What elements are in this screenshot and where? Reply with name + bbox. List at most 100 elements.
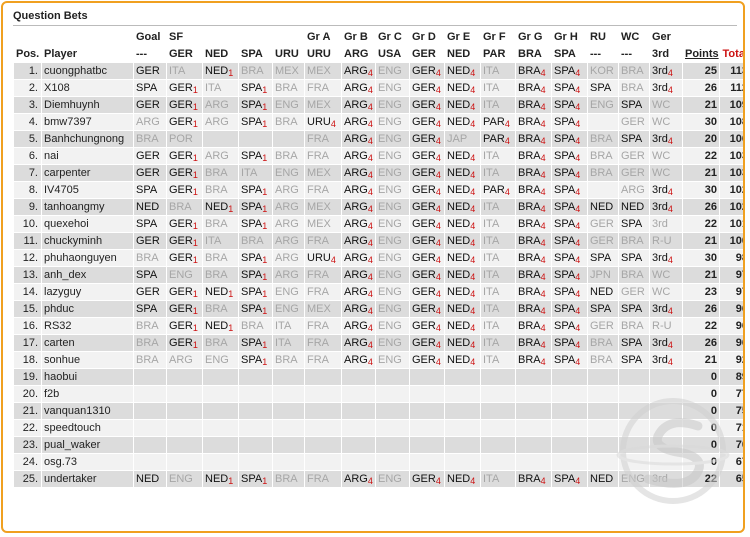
pick-cell: ARG4 xyxy=(342,97,375,113)
pick-value: NED xyxy=(590,200,614,213)
pick-value: WC xyxy=(652,268,671,281)
pick-cell: ENG xyxy=(376,63,409,79)
pick-score: 4 xyxy=(575,237,581,248)
pick-cell: NED4 xyxy=(445,199,480,215)
pick-value: ARG xyxy=(344,81,368,94)
table-row: 1. cuongphatbc GER ITA NED1 BRA MEX MEX ARG4 ENG G… xyxy=(14,63,743,79)
pick-score: 4 xyxy=(367,356,373,367)
pick-value: ARG xyxy=(275,200,299,213)
pick-cell: ENG xyxy=(167,471,202,487)
pick-score: 4 xyxy=(540,101,546,112)
pick-value: ENG xyxy=(590,98,614,111)
pick-cell: GER1 xyxy=(167,335,202,351)
pick-score: 4 xyxy=(504,186,510,197)
pick-value: GER xyxy=(136,166,160,179)
pick-value: BRA xyxy=(621,319,644,332)
pick-cell xyxy=(588,386,618,402)
pick-cell: NED4 xyxy=(445,284,480,300)
column-header-15: --- xyxy=(590,48,601,60)
pick-value: BRA xyxy=(518,217,541,230)
pick-value: NED xyxy=(590,472,614,485)
pick-cell: 3rd4 xyxy=(650,352,682,368)
pick-cell: BRA xyxy=(619,318,649,334)
pick-cell: ARG4 xyxy=(342,165,375,181)
pick-cell: SPA xyxy=(619,250,649,266)
pick-cell: ARG4 xyxy=(342,335,375,351)
pick-score: 4 xyxy=(470,84,476,95)
pick-score: 1 xyxy=(228,288,234,299)
pick-value: BRA xyxy=(518,234,541,247)
pick-cell: 3rd4 xyxy=(650,250,682,266)
pick-cell: SPA xyxy=(134,301,166,317)
pick-cell: GER4 xyxy=(410,97,444,113)
points-sort-link[interactable]: Points xyxy=(685,48,719,60)
pick-cell: 3rd4 xyxy=(650,335,682,351)
pick-cell: SPA4 xyxy=(552,97,587,113)
pick-cell: GER4 xyxy=(410,199,444,215)
pick-cell xyxy=(516,403,551,419)
pick-value: R-U xyxy=(652,234,672,247)
pick-cell: ITA xyxy=(481,352,515,368)
pick-cell: BRA xyxy=(588,148,618,164)
pick-value: MEX xyxy=(307,98,331,111)
column-header-17: 3rd xyxy=(652,48,670,60)
pick-cell: SPA4 xyxy=(552,267,587,283)
pick-value: BRA xyxy=(518,81,541,94)
pick-cell: ENG xyxy=(376,301,409,317)
pick-value: SPA xyxy=(241,302,263,315)
pick-value: GER xyxy=(412,319,436,332)
pick-score: 1 xyxy=(262,203,268,214)
row-points: 26 xyxy=(683,335,719,351)
pick-value: GER xyxy=(412,336,436,349)
pick-cell: BRA4 xyxy=(516,284,551,300)
pick-cell: ENG xyxy=(376,335,409,351)
pick-cell xyxy=(134,369,166,385)
pick-cell xyxy=(588,420,618,436)
pick-value: BRA xyxy=(136,132,159,145)
pick-value: ITA xyxy=(275,319,292,332)
pick-cell xyxy=(167,403,202,419)
pick-value: BRA xyxy=(518,98,541,111)
group-header-19 xyxy=(720,29,743,45)
pick-cell: ARG4 xyxy=(342,318,375,334)
pick-value: ARG xyxy=(344,268,368,281)
group-header-7: Gr A xyxy=(307,31,331,43)
total-sort-link[interactable]: Total xyxy=(722,48,745,60)
pick-cell: SPA1 xyxy=(239,97,272,113)
pick-score: 1 xyxy=(262,271,268,282)
pick-score: 4 xyxy=(435,84,441,95)
pick-cell xyxy=(516,386,551,402)
pick-cell: GER4 xyxy=(410,471,444,487)
pick-cell: GER4 xyxy=(410,352,444,368)
pick-value: BRA xyxy=(275,472,298,485)
pick-cell xyxy=(273,420,304,436)
pick-value: ENG xyxy=(275,166,299,179)
group-header-3: SF xyxy=(169,31,184,43)
pick-value: SPA xyxy=(554,200,576,213)
pick-cell: SPA xyxy=(134,216,166,232)
row-total: 112 xyxy=(720,80,743,96)
pick-value: ITA xyxy=(483,64,500,77)
pick-value: SPA xyxy=(241,336,263,349)
pick-value: FRA xyxy=(307,81,329,94)
pick-cell xyxy=(445,454,480,470)
pick-cell: R-U xyxy=(650,318,682,334)
pick-cell xyxy=(588,454,618,470)
pick-value: BRA xyxy=(169,200,192,213)
pick-value: SPA xyxy=(136,217,158,230)
pick-score: 4 xyxy=(504,135,510,146)
pick-cell xyxy=(376,420,409,436)
pick-cell: NED4 xyxy=(445,335,480,351)
player-name: undertaker xyxy=(42,471,133,487)
row-total: 92 xyxy=(720,352,743,368)
pick-value: ARG xyxy=(344,251,368,264)
row-total: 96 xyxy=(720,301,743,317)
pick-cell: ENG xyxy=(273,165,304,181)
pick-value: ENG xyxy=(378,98,402,111)
pick-cell: NED4 xyxy=(445,318,480,334)
pick-cell: FRA xyxy=(305,80,341,96)
pick-cell: ITA xyxy=(481,318,515,334)
player-name: carpenter xyxy=(42,165,133,181)
pick-score: 1 xyxy=(262,84,268,95)
pick-value: BRA xyxy=(205,166,228,179)
